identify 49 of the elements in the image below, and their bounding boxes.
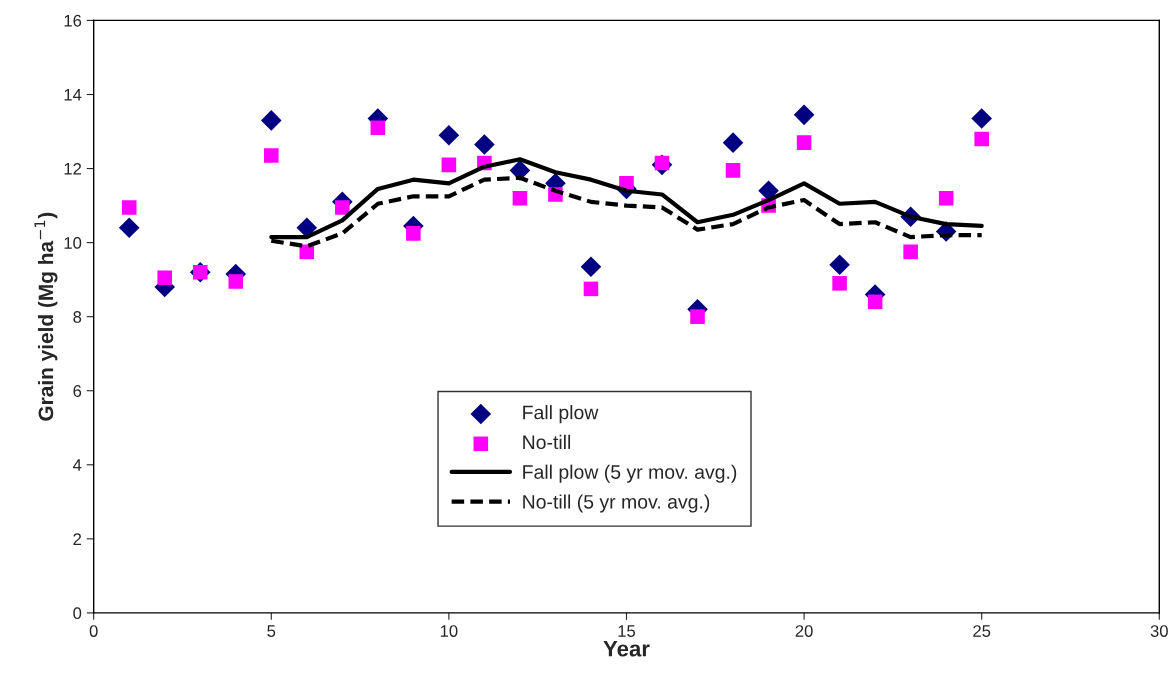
point: [438, 124, 460, 146]
point: [793, 104, 815, 126]
point: [583, 281, 599, 297]
x-tick-label: 25: [973, 625, 991, 637]
legend-label: Fall plow (5 yr mov. avg.): [523, 464, 737, 483]
point: [264, 148, 279, 163]
point: [867, 294, 883, 310]
point: [580, 256, 602, 277]
point: [796, 135, 812, 150]
x-axis-title: Year: [603, 641, 650, 657]
point: [938, 190, 954, 206]
point: [903, 244, 918, 260]
y-tick-label: 0: [73, 607, 82, 620]
point: [118, 217, 140, 239]
point: [121, 200, 137, 215]
point: [829, 254, 850, 276]
x-tick-label: 20: [795, 625, 813, 637]
point: [974, 131, 989, 147]
x-tick-label: 5: [267, 625, 276, 637]
y-tick-label: 10: [64, 237, 82, 249]
y-tick-label: 16: [64, 14, 82, 27]
point: [725, 163, 741, 178]
point: [335, 200, 350, 215]
point: [228, 274, 244, 289]
point: [406, 226, 421, 241]
point: [370, 120, 386, 136]
x-tick-label: 15: [618, 625, 636, 637]
y-tick-label: 2: [73, 533, 82, 545]
x-tick-label: 10: [440, 625, 458, 637]
point: [260, 110, 282, 131]
point: [441, 157, 457, 173]
x-tick-label: 0: [89, 625, 98, 637]
legend-label: Fall plow: [523, 405, 599, 424]
point: [512, 190, 528, 206]
point: [474, 134, 495, 155]
x-tick-label: 30: [1150, 625, 1168, 637]
legend-label: No-till (5 yr mov. avg.): [523, 494, 710, 513]
legend-label: No-till: [523, 434, 571, 450]
y-tick-label: 6: [73, 385, 82, 397]
y-tick-label: 12: [64, 162, 82, 175]
point: [971, 108, 992, 129]
point: [832, 276, 847, 291]
y-tick-label: 14: [64, 89, 82, 101]
point: [722, 132, 744, 153]
point: [690, 309, 705, 324]
y-tick-label: 4: [72, 459, 82, 471]
y-axis-title: Grain yield (Mg ha$^{−1}$): [34, 212, 58, 421]
y-tick-label: 8: [73, 311, 82, 323]
point: [157, 270, 172, 286]
